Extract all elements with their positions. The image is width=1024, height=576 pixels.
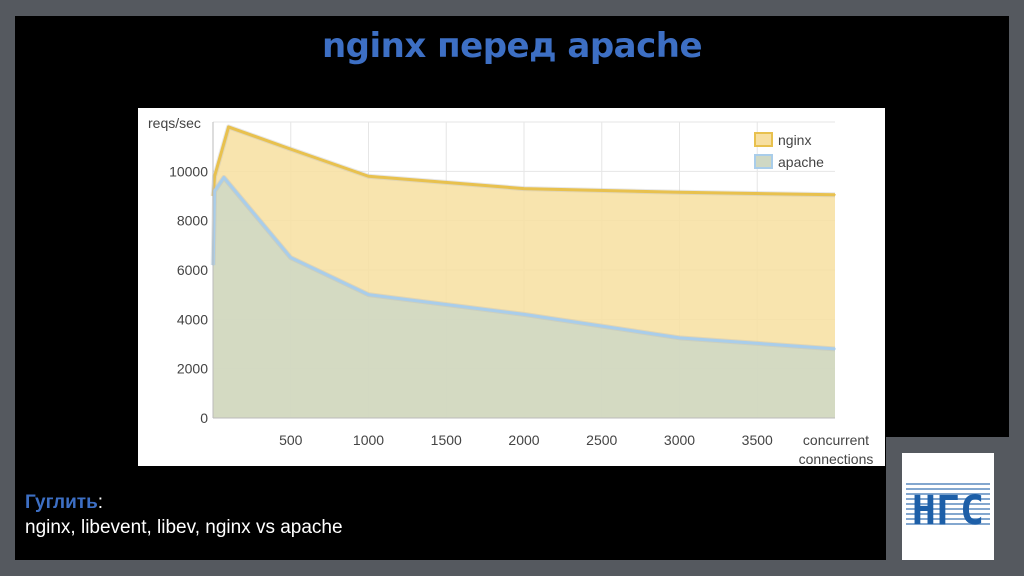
caption-label: Гуглить [25, 492, 98, 513]
line-apache [211, 176, 836, 351]
point-apache [223, 176, 225, 179]
point-nginx [523, 187, 525, 190]
caption-colon: : [97, 492, 104, 513]
x-tick-label: 3000 [664, 432, 695, 448]
logo-stripe [906, 493, 990, 495]
legend-label-apache: apache [778, 154, 824, 170]
area-apache [213, 177, 835, 418]
logo-stripe [906, 518, 990, 520]
logo-stripe [906, 503, 990, 505]
line-nginx [211, 125, 836, 197]
x-tick-label: 2000 [508, 432, 539, 448]
point-apache [367, 293, 370, 296]
x-tick-label: 2500 [586, 432, 617, 448]
slide-title: nginx перед apache [321, 26, 703, 66]
legend-swatch-apache [754, 154, 773, 169]
y-tick-label: 6000 [177, 262, 208, 278]
x-tick-label: 1000 [353, 432, 384, 448]
caption-text: nginx, libevent, libev, nginx vs apache [25, 517, 343, 538]
point-nginx [227, 126, 230, 128]
point-apache [834, 348, 836, 350]
point-nginx [678, 191, 681, 194]
x-tick-label: 3500 [742, 432, 773, 448]
series-areas [213, 126, 835, 418]
point-nginx [289, 148, 292, 150]
y-tick-label: 10000 [169, 163, 208, 179]
y-tick-label: 2000 [177, 361, 208, 377]
legend-label-nginx: nginx [778, 132, 811, 148]
logo-stripe [906, 483, 990, 485]
x-tick-label: 500 [279, 432, 303, 448]
ngs-logo-icon: НГС [906, 483, 990, 534]
axes: 0 2000 4000 6000 8000 10000 500 1000 1500 2000 250… [148, 115, 873, 466]
slide: nginx перед apache 0 2000 4000 6000 8000 1000… [15, 16, 1009, 560]
logo-stripe [906, 508, 990, 510]
x-tick-label: 1500 [431, 432, 462, 448]
point-apache [678, 337, 681, 339]
point-apache [289, 256, 292, 259]
logo-text: НГС [912, 488, 984, 534]
caption: Гуглить: nginx, libevent, libev, nginx v… [25, 490, 343, 540]
point-nginx [213, 175, 216, 178]
logo-stripe [906, 498, 990, 500]
series-lines [210, 124, 836, 352]
chart-panel: 0 2000 4000 6000 8000 10000 500 1000 1500 2000 250… [138, 108, 885, 466]
logo-stripe [906, 523, 990, 525]
legend: nginx apache [754, 132, 824, 170]
logo-stripe [906, 488, 990, 490]
x-axis-label: connections [799, 451, 874, 466]
area-chart: 0 2000 4000 6000 8000 10000 500 1000 1500 2000 250… [148, 115, 873, 466]
x-axis-label: concurrent [803, 432, 869, 448]
point-nginx [834, 193, 836, 196]
caption-line-1: Гуглить: [25, 490, 343, 515]
y-tick-label: 4000 [177, 311, 208, 327]
logo-stripe [906, 513, 990, 515]
y-axis-label: reqs/sec [148, 115, 201, 131]
y-tick-label: 0 [200, 410, 208, 426]
point-apache [523, 313, 525, 316]
point-nginx [367, 175, 370, 178]
y-tick-label: 8000 [177, 213, 208, 229]
ngs-logo: НГС [902, 453, 994, 560]
logo-frame: НГС [886, 437, 1009, 560]
point-apache [213, 190, 216, 192]
legend-swatch-nginx [754, 132, 773, 147]
